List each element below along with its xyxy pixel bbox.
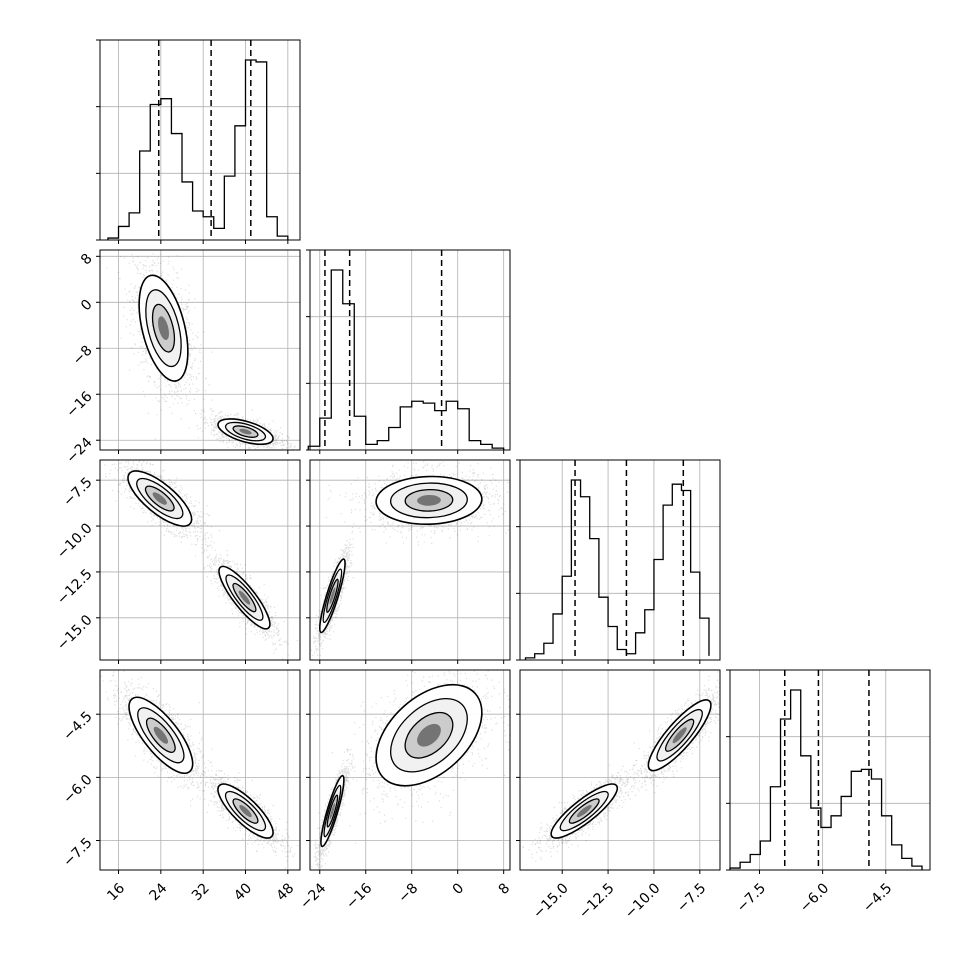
- x-tick-label: −7.5: [734, 880, 769, 915]
- scatter-points: [194, 535, 299, 660]
- scatter-3-1: [311, 670, 510, 870]
- x-tick-label: 40: [231, 880, 255, 904]
- histogram-panel-3: [729, 669, 931, 871]
- x-tick-label: 16: [104, 880, 128, 904]
- y-tick-label: −16: [63, 389, 95, 421]
- histogram-panel-2: [519, 459, 721, 661]
- contour-level: [672, 727, 687, 744]
- y-tick-label: −7.5: [60, 475, 95, 510]
- contour-level: [329, 803, 336, 820]
- histogram-2: [524, 479, 710, 660]
- y-tick-label: −6.0: [60, 772, 95, 807]
- histogram-panel-0: [99, 39, 301, 241]
- x-tick-label: 8: [496, 880, 514, 898]
- contour-level: [158, 316, 169, 341]
- histogram-0: [107, 59, 289, 240]
- x-tick-label: 48: [274, 880, 298, 904]
- pair-panel-3-1: [309, 669, 511, 871]
- y-tick-label: −8: [70, 343, 96, 369]
- y-tick-label: −4.5: [60, 709, 95, 744]
- contour-level: [238, 590, 251, 605]
- x-tick-label: −15.0: [530, 880, 572, 922]
- x-tick-label: −24: [297, 880, 329, 912]
- scatter-3-2: [522, 671, 720, 862]
- y-tick-label: −15.0: [54, 612, 96, 654]
- histogram-3: [729, 689, 923, 870]
- x-tick-label: −4.5: [860, 880, 895, 915]
- y-tick-label: −24: [63, 435, 95, 467]
- contour-level: [576, 804, 592, 818]
- scatter-1-0: [106, 250, 296, 450]
- x-tick-label: −7.5: [674, 880, 709, 915]
- scatter-2-0: [104, 460, 299, 660]
- y-tick-label: −10.0: [54, 520, 96, 562]
- contour-level: [329, 587, 336, 605]
- contour-level: [153, 726, 168, 744]
- y-tick-label: −12.5: [54, 566, 96, 608]
- x-tick-label: −10.0: [622, 880, 664, 922]
- scatter-2-1: [311, 461, 509, 660]
- x-tick-label: −6.0: [797, 880, 832, 915]
- pair-panel-3-0: [99, 669, 301, 871]
- pair-panel-2-1: [309, 459, 511, 661]
- y-tick-label: 8: [78, 251, 96, 269]
- pair-panel-1-0: [99, 249, 301, 451]
- y-tick-label: 0: [78, 297, 96, 315]
- x-tick-label: −8: [395, 880, 421, 906]
- contour-level: [417, 723, 441, 747]
- histogram-panel-1: [309, 249, 511, 451]
- x-tick-label: 32: [189, 880, 213, 904]
- x-tick-label: −12.5: [576, 880, 618, 922]
- x-tick-label: −16: [343, 880, 375, 912]
- y-tick-label: −7.5: [60, 835, 95, 870]
- contour-level: [239, 428, 252, 435]
- histogram-1: [307, 269, 505, 450]
- scatter-3-0: [100, 670, 298, 869]
- contour-level: [239, 804, 252, 818]
- contour-level: [417, 495, 441, 506]
- x-tick-label: 0: [450, 880, 468, 898]
- pair-panel-2-0: [99, 459, 301, 661]
- contour-level: [152, 492, 167, 505]
- pair-panel-3-2: [519, 669, 721, 871]
- x-tick-label: 24: [147, 880, 171, 904]
